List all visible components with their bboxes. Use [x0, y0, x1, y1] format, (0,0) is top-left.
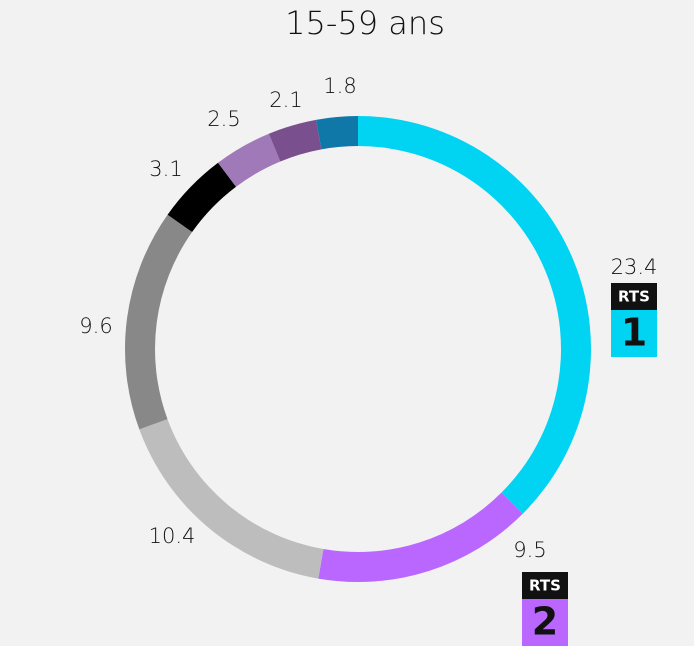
donut-segment	[125, 214, 193, 430]
data-label: 2.1	[269, 88, 302, 112]
logo-top	[522, 572, 568, 599]
donut-segment	[167, 162, 237, 233]
data-label: 2.5	[207, 107, 240, 131]
logo-number: 1	[621, 311, 647, 355]
donut-segment	[318, 492, 523, 582]
donut-segment	[218, 133, 281, 187]
donut-segment	[139, 419, 324, 579]
donut-segment	[316, 116, 358, 150]
data-label: 3.1	[149, 157, 182, 181]
donut-segment	[268, 119, 322, 162]
logo-brand: RTS	[529, 577, 561, 595]
logo-bottom	[611, 310, 657, 357]
data-label: 9.5	[513, 538, 546, 562]
data-label: 23.4	[611, 255, 658, 279]
donut-segment	[358, 116, 591, 514]
logo-bottom	[522, 599, 568, 646]
data-label: 1.8	[323, 74, 356, 98]
logo-number: 2	[532, 600, 558, 644]
logo-brand: RTS	[618, 288, 650, 306]
chart-title: 15-59 ans	[285, 4, 445, 42]
data-label: 9.6	[79, 314, 112, 338]
logo-top	[611, 283, 657, 310]
data-label: 10.4	[149, 524, 196, 548]
